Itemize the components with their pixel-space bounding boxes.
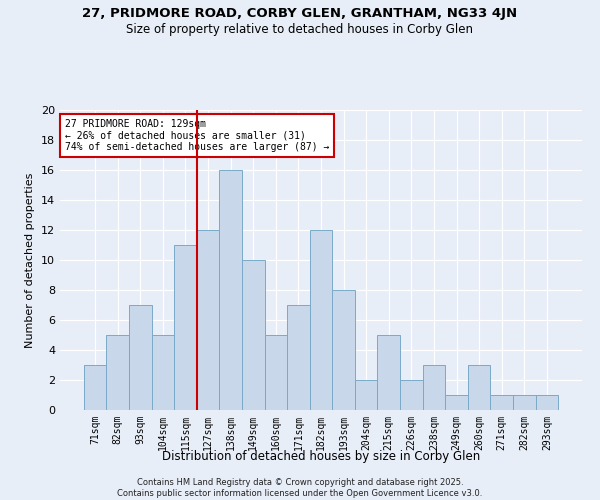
- Bar: [242, 260, 265, 410]
- Bar: [129, 305, 152, 410]
- Bar: [310, 230, 332, 410]
- Bar: [287, 305, 310, 410]
- Bar: [265, 335, 287, 410]
- Bar: [332, 290, 355, 410]
- Bar: [422, 365, 445, 410]
- Bar: [445, 395, 468, 410]
- Bar: [197, 230, 220, 410]
- Bar: [513, 395, 536, 410]
- Bar: [490, 395, 513, 410]
- Bar: [468, 365, 490, 410]
- Y-axis label: Number of detached properties: Number of detached properties: [25, 172, 35, 348]
- Text: 27 PRIDMORE ROAD: 129sqm
← 26% of detached houses are smaller (31)
74% of semi-d: 27 PRIDMORE ROAD: 129sqm ← 26% of detach…: [65, 119, 329, 152]
- Bar: [174, 245, 197, 410]
- Text: 27, PRIDMORE ROAD, CORBY GLEN, GRANTHAM, NG33 4JN: 27, PRIDMORE ROAD, CORBY GLEN, GRANTHAM,…: [82, 8, 518, 20]
- Bar: [84, 365, 106, 410]
- Bar: [400, 380, 422, 410]
- Bar: [355, 380, 377, 410]
- Bar: [377, 335, 400, 410]
- Bar: [152, 335, 174, 410]
- Bar: [536, 395, 558, 410]
- Text: Contains HM Land Registry data © Crown copyright and database right 2025.
Contai: Contains HM Land Registry data © Crown c…: [118, 478, 482, 498]
- Text: Distribution of detached houses by size in Corby Glen: Distribution of detached houses by size …: [162, 450, 480, 463]
- Text: Size of property relative to detached houses in Corby Glen: Size of property relative to detached ho…: [127, 22, 473, 36]
- Bar: [106, 335, 129, 410]
- Bar: [220, 170, 242, 410]
